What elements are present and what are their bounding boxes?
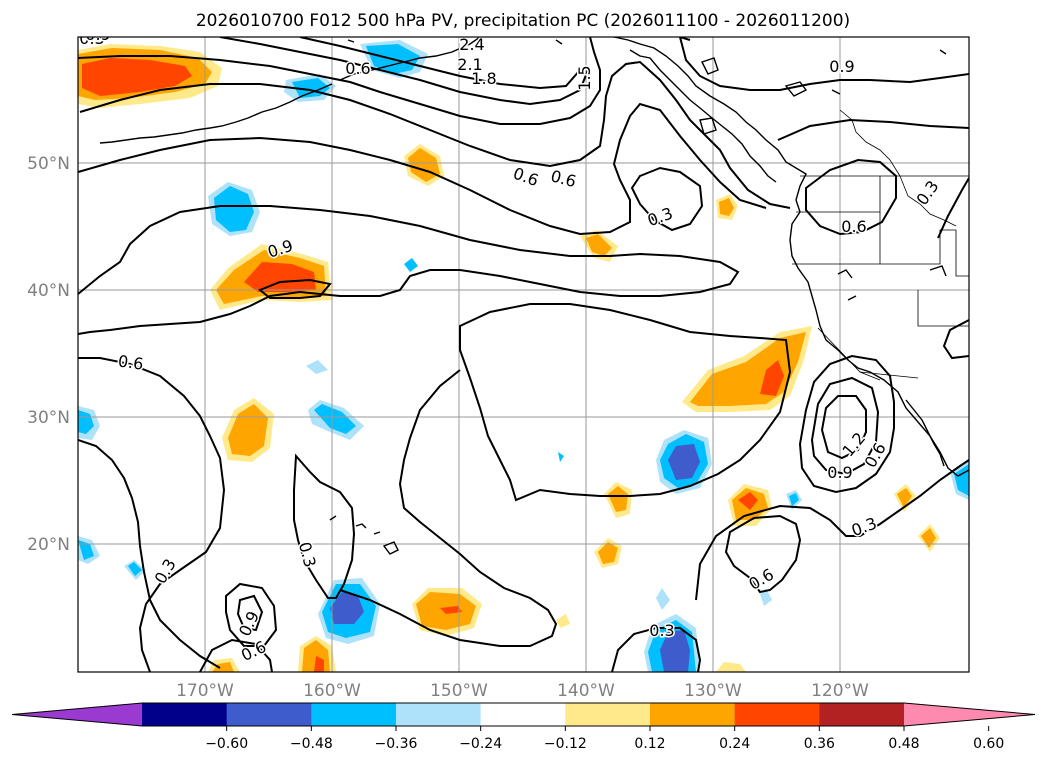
precip-positive-area [719,198,734,216]
precip-negative-area [558,452,564,462]
colorbar-swatch [226,703,312,726]
map-panel: 2.4 2.1 1.8 1.5 0.3 0.6 0.9 0.6 0.6 0.3 … [78,25,969,672]
colorbar-tick-label: −0.36 [375,736,418,752]
lon-label: 150°W [430,681,488,701]
precip-negative-area [78,540,94,560]
colorbar-outline [11,702,1036,727]
colorbar-tick-label: 0.24 [719,736,750,752]
lat-label: 20°N [27,535,70,555]
precip-positive-area [556,614,570,628]
pv-contour-label: 1.5 [575,65,594,90]
precip-positive-area [212,662,234,672]
precip-negative-area [314,404,356,434]
precip-positive-area [716,662,746,672]
chart-title: 2026010700 F012 500 hPa PV, precipitatio… [196,11,850,31]
aleutian-islands [99,83,333,144]
pv-contour-label: 0.9 [829,57,854,76]
colorbar-extend-high [904,703,1035,726]
precip-positive-area [760,360,784,396]
pv-contour-label: 1.8 [471,69,496,88]
colorbar-swatch [650,703,736,726]
island-chain-north [629,49,777,183]
lon-label: 170°W [176,681,234,701]
pv-contour-label: 0.9 [85,25,110,44]
colorbar-swatch [396,703,482,726]
precip-positive-area [921,528,936,548]
colorbar-swatch [480,703,566,726]
colorbar-tick-label: −0.60 [205,736,248,752]
baja-california-coastline [905,399,945,467]
precip-negative-area [789,493,799,506]
north-america-coastline [613,37,969,477]
precip-negative-area [214,186,254,232]
precip-negative-area [128,562,142,576]
map-gridlines [78,37,969,672]
colorbar-swatch [819,703,905,726]
lon-label: 120°W [811,681,869,701]
precip-negative-area [668,444,700,480]
precip-positive-area [314,656,324,672]
pv-contour-label: 0.6 [117,351,145,373]
colorbar-swatch [142,703,228,726]
colorbar-ticks: −0.60 −0.48 −0.36 −0.24 −0.12 0.12 0.24 0.36 0.4… [205,726,1004,752]
colorbar-extend-low [12,703,142,726]
colorbar-tick-label: 0.36 [804,736,835,752]
precip-negative-area [760,588,772,606]
latitude-labels: 50°N 40°N 30°N 20°N [27,154,70,555]
precip-negative-area [404,258,418,272]
colorbar-swatches [11,702,1036,727]
precip-positive-area [598,542,618,564]
lon-label: 140°W [557,681,615,701]
colorbar-swatch [734,703,820,726]
colorbar: −0.60 −0.48 −0.36 −0.24 −0.12 0.12 0.24 0.36 0.4… [11,702,1036,752]
precip-negative-area [306,360,328,374]
colorbar-tick-label: 0.48 [888,736,919,752]
precip-negative-area [78,410,94,434]
colorbar-tick-label: −0.24 [459,736,502,752]
pv-contour-label: 0.3 [79,29,104,48]
pv-contour-label: 0.9 [827,463,852,482]
colorbar-tick-label: 0.60 [973,736,1004,752]
precip-positive-area [608,486,628,512]
pv-contour-label: 0.6 [345,59,370,78]
precip-positive-area [440,606,462,614]
colorbar-tick-label: −0.12 [544,736,587,752]
pv-contour-label: 2.4 [459,35,484,54]
map-frame [77,36,970,673]
lon-label: 130°W [684,681,742,701]
colorbar-swatch [311,703,397,726]
precip-positive-area [586,234,612,256]
precip-positive-area [897,488,912,508]
alaska-coastline [339,37,481,81]
pv-contour-label: 2.1 [457,55,482,74]
pv-contours [78,37,969,672]
precip-positive-area [244,262,316,292]
coastlines [99,37,969,555]
lat-label: 30°N [27,408,70,428]
precip-negative-area [656,588,670,610]
pv-contour-label: 0.3 [649,621,674,640]
longitude-labels: 170°W 160°W 150°W 140°W 130°W 120°W [176,681,869,701]
colorbar-swatch [565,703,651,726]
precip-negative-area [330,592,364,624]
pv-contour-label: 0.6 [841,217,866,236]
colorbar-tick-label: −0.48 [290,736,333,752]
hawaii-islands [329,515,399,555]
precip-positive-area [738,492,758,510]
lat-label: 40°N [27,281,70,301]
lat-label: 50°N [27,154,70,174]
precip-negative-area [660,630,690,672]
lon-label: 160°W [303,681,361,701]
colorbar-tick-label: 0.12 [634,736,665,752]
precip-positive-area [82,58,192,96]
small-islands [347,39,947,135]
lake-outline [837,265,947,301]
